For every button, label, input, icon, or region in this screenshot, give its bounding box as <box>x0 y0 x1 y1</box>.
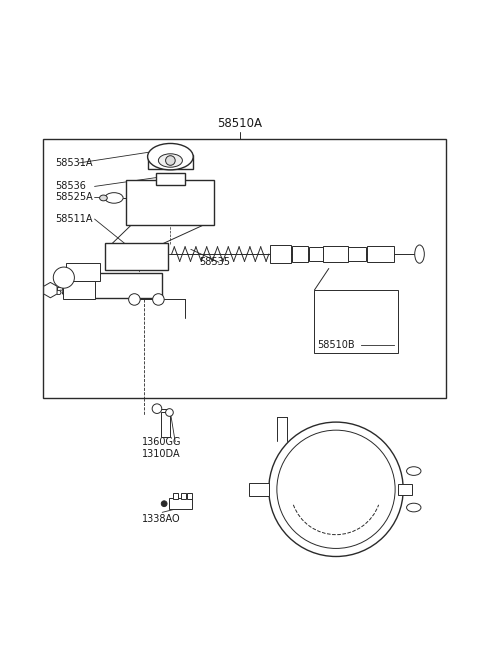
Circle shape <box>166 409 173 417</box>
FancyBboxPatch shape <box>309 248 323 261</box>
Text: 58510B: 58510B <box>317 340 354 350</box>
Ellipse shape <box>147 143 193 170</box>
FancyBboxPatch shape <box>323 246 348 261</box>
Circle shape <box>161 501 167 507</box>
FancyBboxPatch shape <box>148 155 193 169</box>
Text: 58535: 58535 <box>199 258 230 267</box>
Text: 1338AO: 1338AO <box>142 514 180 524</box>
FancyBboxPatch shape <box>398 484 412 495</box>
Text: 58536: 58536 <box>55 181 86 191</box>
Circle shape <box>53 267 74 288</box>
Ellipse shape <box>415 245 424 263</box>
FancyBboxPatch shape <box>126 181 214 225</box>
Ellipse shape <box>407 466 421 476</box>
FancyBboxPatch shape <box>270 246 291 263</box>
Ellipse shape <box>158 154 182 168</box>
Text: 58672: 58672 <box>55 287 86 297</box>
Circle shape <box>269 422 403 556</box>
FancyBboxPatch shape <box>249 483 269 496</box>
FancyBboxPatch shape <box>161 411 170 438</box>
Circle shape <box>152 404 162 413</box>
FancyBboxPatch shape <box>187 493 192 499</box>
FancyBboxPatch shape <box>169 498 192 509</box>
Text: 58525A: 58525A <box>55 193 93 202</box>
Bar <box>314 290 398 353</box>
Text: 1310DA: 1310DA <box>142 449 180 459</box>
FancyBboxPatch shape <box>292 246 308 261</box>
Ellipse shape <box>407 503 421 512</box>
Ellipse shape <box>105 193 123 203</box>
Bar <box>43 139 446 398</box>
Circle shape <box>129 294 140 306</box>
FancyBboxPatch shape <box>105 242 168 271</box>
Circle shape <box>153 294 164 306</box>
Text: 58531A: 58531A <box>55 158 93 168</box>
FancyBboxPatch shape <box>63 281 95 299</box>
FancyBboxPatch shape <box>173 493 178 499</box>
FancyBboxPatch shape <box>66 263 100 281</box>
FancyBboxPatch shape <box>92 273 162 298</box>
Ellipse shape <box>99 195 107 201</box>
Circle shape <box>166 156 175 166</box>
Text: 58510A: 58510A <box>217 117 263 130</box>
FancyBboxPatch shape <box>367 246 394 262</box>
Text: 1360GG: 1360GG <box>142 437 181 447</box>
FancyBboxPatch shape <box>348 247 366 261</box>
Text: 58511A: 58511A <box>55 214 93 224</box>
FancyBboxPatch shape <box>181 493 186 499</box>
FancyBboxPatch shape <box>156 173 185 185</box>
